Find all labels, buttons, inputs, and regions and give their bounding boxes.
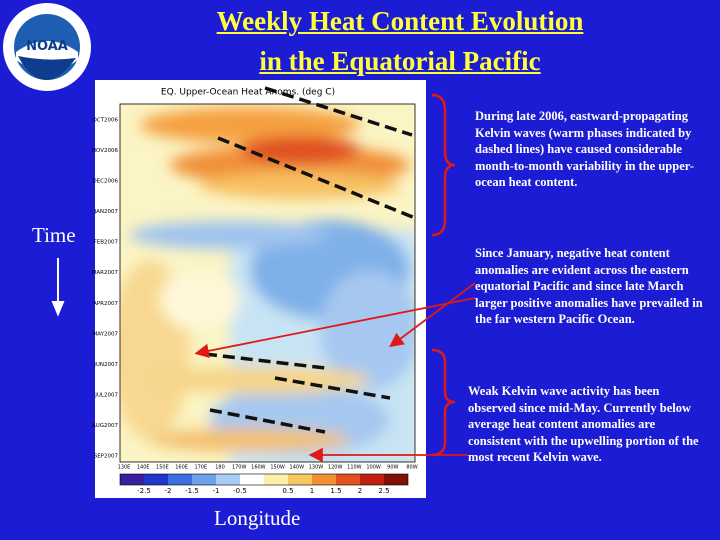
y-label: APR2007	[93, 301, 118, 307]
x-label: 140E	[137, 465, 150, 471]
colorbar-label: -1	[213, 487, 220, 495]
x-label: 100W	[366, 465, 381, 471]
colorbar-label: 2.5	[378, 487, 389, 495]
x-label: 140W	[290, 465, 305, 471]
x-label: 180	[215, 465, 225, 471]
y-label: AUG2007	[92, 423, 119, 429]
kelvin-wave-lines	[204, 86, 416, 434]
y-label: MAR2007	[92, 270, 119, 276]
braces	[431, 93, 456, 457]
y-label: MAY2007	[93, 331, 119, 337]
y-label: JUN2007	[93, 362, 118, 368]
x-label: 170W	[232, 465, 247, 471]
x-label: 160E	[175, 465, 188, 471]
plot-frame	[119, 103, 416, 463]
y-label: JAN2007	[94, 209, 119, 215]
y-label: OCT2006	[92, 118, 118, 124]
y-label: NOV2006	[92, 148, 119, 154]
logo-text: NOAA	[26, 39, 68, 54]
time-label: Time	[32, 223, 76, 247]
colorbar	[119, 473, 409, 486]
y-label: JUL2007	[94, 392, 118, 398]
colorbar-label: 0.5	[282, 487, 293, 495]
colorbar-label: 2	[358, 487, 362, 495]
title-line: Weekly Heat Content Evolution	[216, 6, 584, 36]
x-label: 150W	[270, 465, 285, 471]
longitude-label: Longitude	[214, 506, 301, 530]
colorbar-label: -2	[165, 487, 172, 495]
noaa-logo: NOAA	[3, 3, 91, 91]
x-label: 80W	[406, 465, 417, 471]
x-label: 130W	[309, 465, 324, 471]
colorbar-label: 1.5	[330, 487, 341, 495]
y-label: DEC2006	[92, 179, 118, 185]
y-label: SEP2007	[94, 454, 119, 460]
y-label: FEB2007	[94, 240, 119, 246]
x-label: 120W	[328, 465, 343, 471]
colorbar-label: -1.5	[185, 487, 199, 495]
x-label: 130E	[118, 465, 131, 471]
note: During late 2006, eastward-propagating K…	[475, 109, 694, 189]
colorbar-label: -2.5	[137, 487, 151, 495]
note: Since January, negative heat content ano…	[475, 246, 703, 326]
x-label: 90W	[387, 465, 398, 471]
colorbar-label: -0.5	[233, 487, 247, 495]
title-line: in the Equatorial Pacific	[259, 46, 541, 76]
x-label: 160W	[251, 465, 266, 471]
heat-map	[120, 104, 415, 462]
panel-title: EQ. Upper-Ocean Heat Anoms. (deg C)	[161, 88, 335, 98]
x-label: 150E	[156, 465, 169, 471]
time-arrow	[51, 258, 65, 317]
x-label: 110W	[347, 465, 362, 471]
arrows	[194, 282, 476, 463]
x-label: 170E	[194, 465, 207, 471]
note: Weak Kelvin wave activity has been obser…	[468, 384, 699, 464]
colorbar-label: 1	[310, 487, 314, 495]
